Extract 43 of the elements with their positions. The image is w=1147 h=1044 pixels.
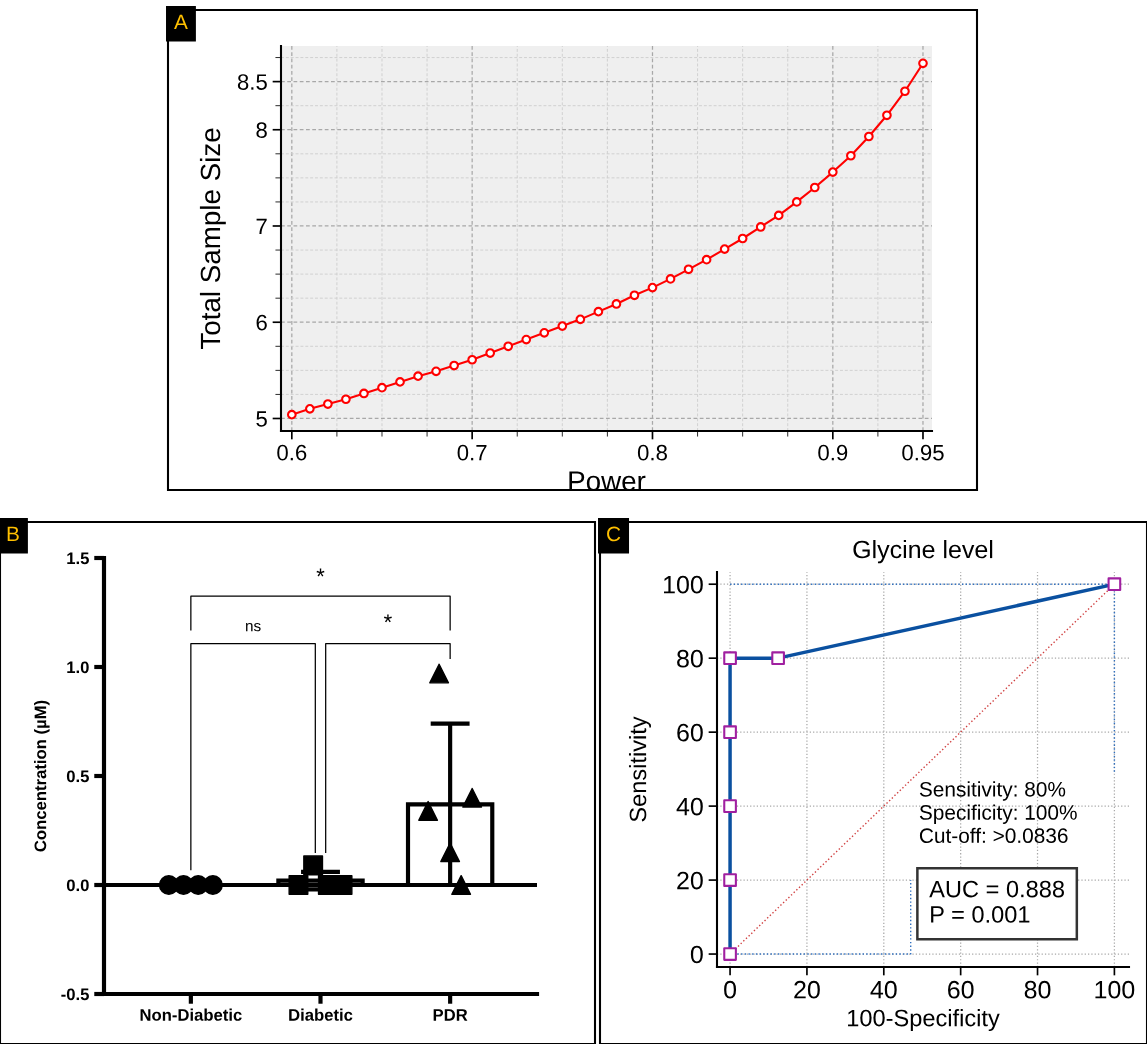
- y-tick-label: 0.5: [66, 770, 89, 783]
- text: A: [174, 14, 188, 30]
- y-tick-label: 0.0: [66, 879, 89, 892]
- y-tick-label: 6: [256, 314, 267, 331]
- x-tick-label: Non-Diabetic: [140, 1008, 242, 1021]
- y-tick-label: 7: [256, 218, 267, 235]
- annotation: *: [316, 568, 325, 577]
- y-tick-label: 8.5: [237, 74, 267, 90]
- y-tick-label: 100: [664, 575, 703, 594]
- x-tick-label: 80: [1024, 980, 1051, 999]
- y-axis-title: Sensitivity: [628, 716, 651, 822]
- y-tick-label: 60: [677, 723, 703, 742]
- x-tick-label: 100: [1095, 980, 1135, 999]
- annotation: AUC = 0.888 P = 0.001: [929, 880, 1064, 923]
- y-tick-label: 20: [677, 871, 703, 890]
- y-tick-label: 1.0: [67, 661, 89, 674]
- y-tick-label: -0.5: [61, 988, 89, 1001]
- annotation: Sensitivity: 80% Specificity: 100% Cut-off: >0.0836: [919, 781, 1077, 844]
- x-tick-label: 0.9: [818, 444, 848, 461]
- annotation: ns: [246, 622, 261, 632]
- text: C: [607, 526, 621, 542]
- x-tick-label: 0.95: [902, 444, 944, 461]
- x-tick-label: 60: [948, 980, 974, 999]
- x-tick-label: 20: [794, 980, 820, 999]
- x-tick-label: Diabetic: [289, 1008, 353, 1021]
- y-tick-label: 1.5: [67, 552, 89, 565]
- y-tick-label: 5: [256, 411, 267, 427]
- text: B: [7, 526, 19, 542]
- y-axis-title: Total Sample Size: [199, 128, 226, 350]
- y-tick-label: 0: [690, 945, 703, 964]
- y-tick-label: 40: [676, 797, 703, 816]
- x-axis-title: 100-Specificity: [848, 1009, 1000, 1032]
- y-tick-label: 8: [256, 122, 267, 139]
- x-tick-label: PDR: [433, 1009, 468, 1021]
- x-tick-label: 40: [870, 980, 897, 999]
- chart-title: Glycine level: [853, 539, 993, 564]
- x-tick-label: 0: [724, 980, 737, 999]
- annotation: *: [383, 614, 392, 623]
- y-tick-label: 80: [677, 649, 703, 668]
- x-tick-label: 0.6: [277, 444, 307, 461]
- x-tick-label: 0.7: [457, 444, 487, 461]
- x-tick-label: 0.8: [637, 444, 667, 461]
- y-axis-title: Concentration (µM): [34, 700, 50, 852]
